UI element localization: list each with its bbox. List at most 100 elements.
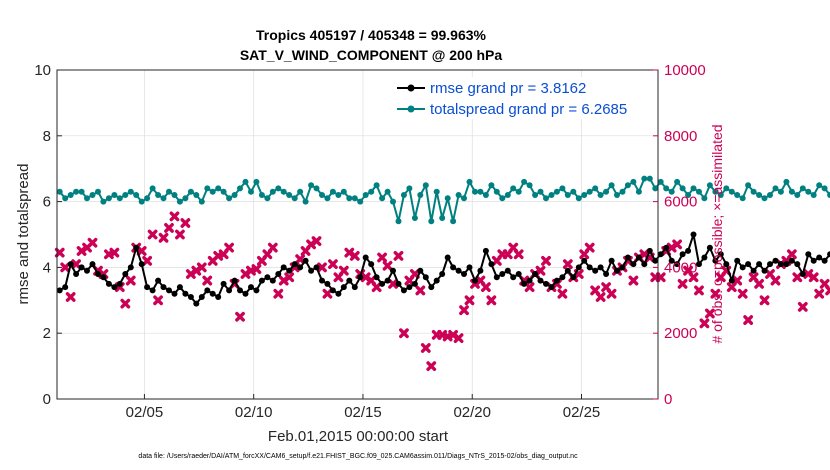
rmse-point [357, 274, 364, 281]
obs-marker-stroke [164, 223, 174, 233]
obs-marker-stroke [317, 262, 327, 273]
y-left-tick-label: 8 [43, 128, 51, 145]
rmse-point [723, 261, 730, 268]
totalspread-point [739, 195, 746, 202]
obs-marker-stroke [743, 315, 754, 325]
rmse-point [280, 264, 287, 271]
obs-assimilated-point [628, 275, 639, 286]
rmse-point [548, 284, 555, 291]
obs-assimilated-point [393, 250, 404, 261]
totalspread-point [482, 192, 489, 198]
rmse-point [783, 261, 790, 268]
totalspread-point [696, 188, 702, 195]
obs-marker-stroke [311, 236, 322, 246]
rmse-point [198, 294, 205, 300]
totalspread-point [176, 198, 183, 205]
rmse-point [827, 251, 830, 258]
obs-marker-stroke [683, 265, 693, 276]
x-tick-label: 02/10 [235, 404, 273, 421]
rmse-point [685, 247, 692, 254]
obs-assimilated-point [136, 246, 147, 256]
rmse-point [521, 280, 528, 287]
rmse-point [515, 271, 522, 277]
totalspread-point [411, 215, 418, 221]
rmse-point [455, 267, 462, 274]
obs-assimilated-point [382, 260, 393, 271]
obs-marker-stroke [748, 272, 759, 283]
obs-assimilated-point [557, 288, 568, 299]
rmse-point [248, 284, 254, 291]
obs-marker-stroke [87, 237, 98, 248]
totalspread-point [777, 188, 784, 195]
totalspread-point [220, 188, 227, 195]
obs-marker-stroke [338, 265, 349, 276]
totalspread-point [351, 195, 358, 202]
obs-marker-stroke [393, 250, 404, 261]
rmse-point [674, 261, 681, 268]
rmse-point [275, 271, 282, 277]
obs-assimilated-point [486, 295, 497, 306]
rmse-point [286, 267, 293, 274]
obs-assimilated-point [513, 249, 524, 260]
totalspread-point [712, 188, 719, 195]
totalspread-point [641, 175, 648, 182]
obs-marker-stroke [371, 282, 382, 293]
obs-marker-stroke [699, 318, 710, 329]
rmse-point [570, 274, 577, 281]
obs-marker-stroke [825, 285, 830, 293]
obs-marker-stroke [759, 295, 770, 306]
rmse-point [308, 267, 315, 274]
totalspread-point [237, 185, 243, 192]
obs-marker-stroke [213, 250, 224, 261]
rmse-point [433, 277, 440, 284]
totalspread-point [515, 188, 522, 195]
obs-marker-stroke [120, 298, 131, 309]
totalspread-point [548, 192, 555, 198]
totalspread-point [275, 185, 282, 192]
legend-box [393, 77, 650, 119]
rmse-point [258, 277, 265, 284]
rmse-point [477, 267, 484, 274]
obs-assimilated-point [710, 288, 721, 299]
rmse-point [679, 251, 686, 258]
plot-area [57, 70, 658, 399]
rmse-point [603, 271, 610, 277]
series-layer [54, 175, 830, 371]
obs-marker-stroke [825, 288, 830, 296]
obs-marker-stroke [797, 301, 808, 312]
chart-title-line1: Tropics 405197 / 405348 = 99.963% [256, 27, 487, 43]
obs-assimilated-point [688, 272, 699, 283]
totalspread-point [663, 185, 670, 192]
obs-assimilated-point [792, 272, 803, 283]
rmse-point [592, 267, 599, 274]
rmse-point [663, 244, 670, 251]
obs-assimilated-point [164, 223, 174, 233]
obs-marker-stroke [524, 282, 535, 293]
totalspread-point [127, 188, 134, 195]
obs-assimilated-point [125, 275, 136, 286]
rmse-point [335, 290, 342, 297]
obs-marker-stroke [426, 361, 437, 371]
obs-marker-stroke [142, 255, 153, 266]
totalspread-point [805, 188, 812, 195]
obs-assimilated-point [595, 292, 606, 302]
rmse-point [313, 264, 320, 271]
rmse-point [400, 287, 407, 294]
obs-marker-stroke [606, 288, 617, 299]
totalspread-point [193, 192, 200, 198]
obs-marker-stroke [803, 269, 814, 279]
totalspread-point [750, 188, 757, 195]
totalspread-point [400, 192, 407, 198]
totalspread-point [340, 188, 347, 195]
totalspread-point [630, 178, 637, 185]
rmse-point [668, 257, 675, 264]
totalspread-point [242, 178, 249, 185]
rmse-point [493, 274, 500, 281]
obs-assimilated-point [584, 242, 595, 253]
obs-marker-stroke [737, 288, 748, 299]
rmse-point [215, 294, 222, 300]
rmse-point [466, 264, 473, 271]
totalspread-point [258, 192, 265, 198]
rmse-point [701, 254, 708, 261]
obs-marker-stroke [60, 262, 71, 273]
